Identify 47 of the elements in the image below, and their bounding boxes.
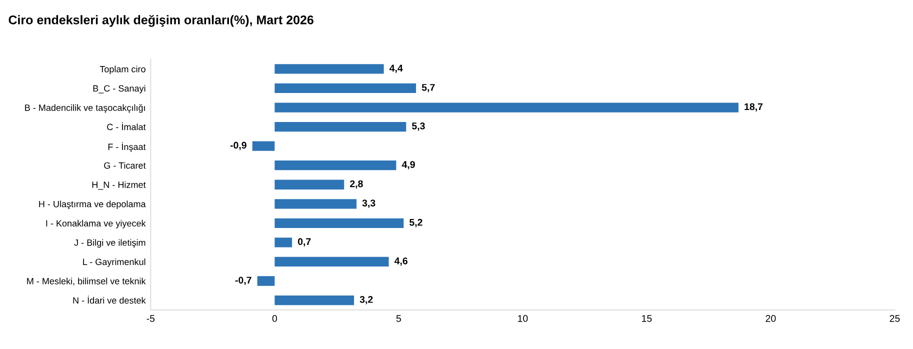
y-tick-label: J - Bilgi ve iletişim xyxy=(74,239,146,248)
bar xyxy=(274,295,354,306)
bar xyxy=(274,256,389,267)
data-label: 5,3 xyxy=(412,122,425,131)
data-label: 4,6 xyxy=(394,257,408,266)
bar xyxy=(274,199,357,209)
bar xyxy=(274,102,738,112)
data-label: 4,9 xyxy=(402,161,415,170)
bar xyxy=(252,141,275,151)
y-tick-label: H - Ulaştırma ve depolama xyxy=(39,200,146,210)
data-label: 0,7 xyxy=(298,238,311,246)
bar xyxy=(274,180,344,190)
data-label: 2,8 xyxy=(350,180,363,189)
bar xyxy=(274,218,404,228)
bar xyxy=(274,122,406,132)
bar xyxy=(257,276,275,286)
bar xyxy=(274,64,384,74)
y-tick-label: C - İmalat xyxy=(107,122,146,130)
y-tick-label: H_N - Hizmet xyxy=(92,181,146,190)
y-tick-label: Toplam ciro xyxy=(100,66,146,74)
data-label: -0,9 xyxy=(230,142,246,150)
chart-title: Ciro endeksleri aylık değişim oranları(%), Mart 2026 xyxy=(8,15,314,27)
x-tick-label: 5 xyxy=(396,315,401,322)
x-tick-label: 15 xyxy=(642,315,652,322)
data-label: 5,7 xyxy=(422,84,435,92)
data-label: 3,3 xyxy=(362,200,376,208)
y-tick-label: B - Madencilik ve taşocakçılığı xyxy=(25,104,145,113)
data-label: 3,2 xyxy=(360,296,373,304)
y-tick-label: N - İdari ve destek xyxy=(73,296,146,304)
x-tick-label: 0 xyxy=(272,315,277,322)
x-tick-label: 25 xyxy=(890,315,900,322)
data-label: 18,7 xyxy=(744,103,763,112)
y-tick-label: B_C - Sanayi xyxy=(93,84,146,94)
y-tick-label: I - Konaklama ve yiyecek xyxy=(46,220,146,228)
y-tick-label: L - Gayrimenkul xyxy=(83,258,146,267)
data-label: -0,7 xyxy=(235,276,252,286)
x-tick-label: -5 xyxy=(146,315,155,322)
bar xyxy=(274,238,292,248)
bar xyxy=(274,160,396,170)
y-tick-label: F - İnşaat xyxy=(108,142,146,152)
x-tick-label: 20 xyxy=(766,315,776,322)
data-label: 5,2 xyxy=(409,218,422,228)
x-tick-label: 10 xyxy=(518,315,528,322)
y-tick-label: M - Mesleki, bilimsel ve teknik xyxy=(27,278,146,286)
data-label: 4,4 xyxy=(390,64,403,73)
bar xyxy=(274,83,416,94)
y-tick-label: G - Ticaret xyxy=(104,162,146,169)
